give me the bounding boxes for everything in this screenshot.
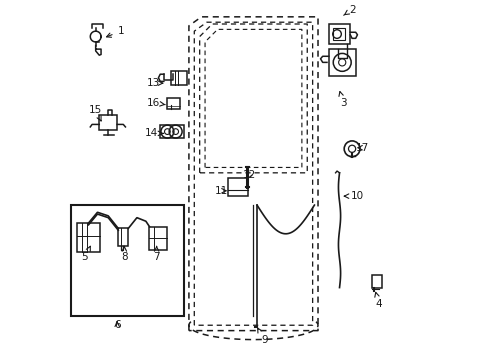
Bar [160, 125, 183, 138]
Text: 5: 5 [81, 246, 90, 262]
Text: 12: 12 [243, 170, 256, 180]
Text: 15: 15 [89, 105, 102, 121]
Text: 8: 8 [121, 246, 127, 262]
Bar [149, 226, 166, 250]
Bar [70, 205, 183, 316]
Bar [166, 98, 180, 109]
Bar [371, 275, 381, 288]
Text: 17: 17 [355, 143, 369, 153]
Text: 16: 16 [146, 98, 165, 108]
Bar [328, 24, 349, 44]
Bar [77, 223, 100, 252]
Text: 3: 3 [338, 91, 346, 108]
Text: 1: 1 [106, 26, 124, 37]
Bar [333, 28, 344, 40]
Text: 13: 13 [146, 78, 163, 88]
Bar [171, 71, 187, 85]
Text: 4: 4 [374, 292, 382, 309]
Bar [328, 49, 355, 76]
Text: 14: 14 [144, 129, 163, 138]
Bar [118, 228, 128, 246]
Text: 9: 9 [257, 328, 267, 345]
Text: 7: 7 [153, 246, 160, 262]
Text: 2: 2 [343, 5, 355, 15]
Text: 11: 11 [214, 186, 227, 196]
Bar [228, 178, 247, 196]
Text: 10: 10 [344, 191, 363, 201]
Bar [99, 116, 117, 130]
Text: 6: 6 [114, 320, 120, 330]
